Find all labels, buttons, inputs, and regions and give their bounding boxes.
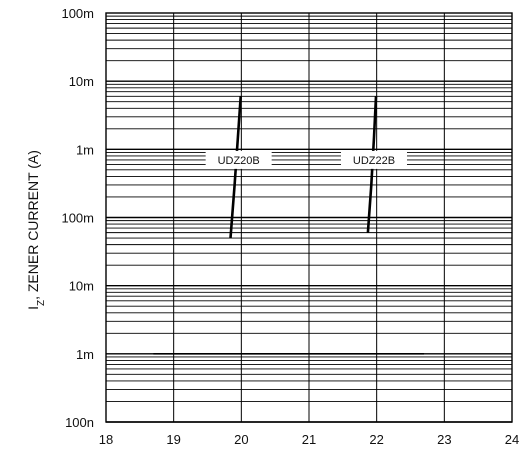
x-tick-label: 22 [369,432,383,447]
y-tick-label: 10m [69,279,94,294]
x-tick-label: 20 [234,432,248,447]
x-tick-labels: 18 19 20 21 22 23 24 [99,432,519,447]
y-axis-title-rest: , ZENER CURRENT (A) [25,150,41,300]
x-tick-label: 21 [302,432,316,447]
y-tick-label: 1m [76,347,94,362]
series-label-udz20b: UDZ20B [218,155,260,167]
y-axis-title-subscript: Z [36,300,47,306]
x-tick-label: 19 [166,432,180,447]
grid-lines [105,13,513,423]
x-tick-label: 24 [505,432,519,447]
series-label-box [340,150,407,169]
y-axis-title-main: I [25,306,41,310]
series-labels: UDZ20B UDZ22B [205,150,407,169]
y-tick-label: 100n [65,415,94,430]
x-tick-label: 18 [99,432,113,447]
y-tick-labels: 100n 1m 10m 100m 1m 10m 100m [61,6,94,430]
y-tick-label: 100m [61,6,94,21]
plot-frame-rect [105,12,513,423]
y-tick-label: 1m [76,142,94,157]
y-tick-label: 10m [69,74,94,89]
series-label-udz22b: UDZ22B [353,155,395,167]
x-tick-label: 23 [437,432,451,447]
y-tick-label: 100m [61,211,94,226]
y-axis-title: IZ, ZENER CURRENT (A) [25,150,47,310]
series-label-box [205,150,272,169]
plot-frame [105,12,513,423]
